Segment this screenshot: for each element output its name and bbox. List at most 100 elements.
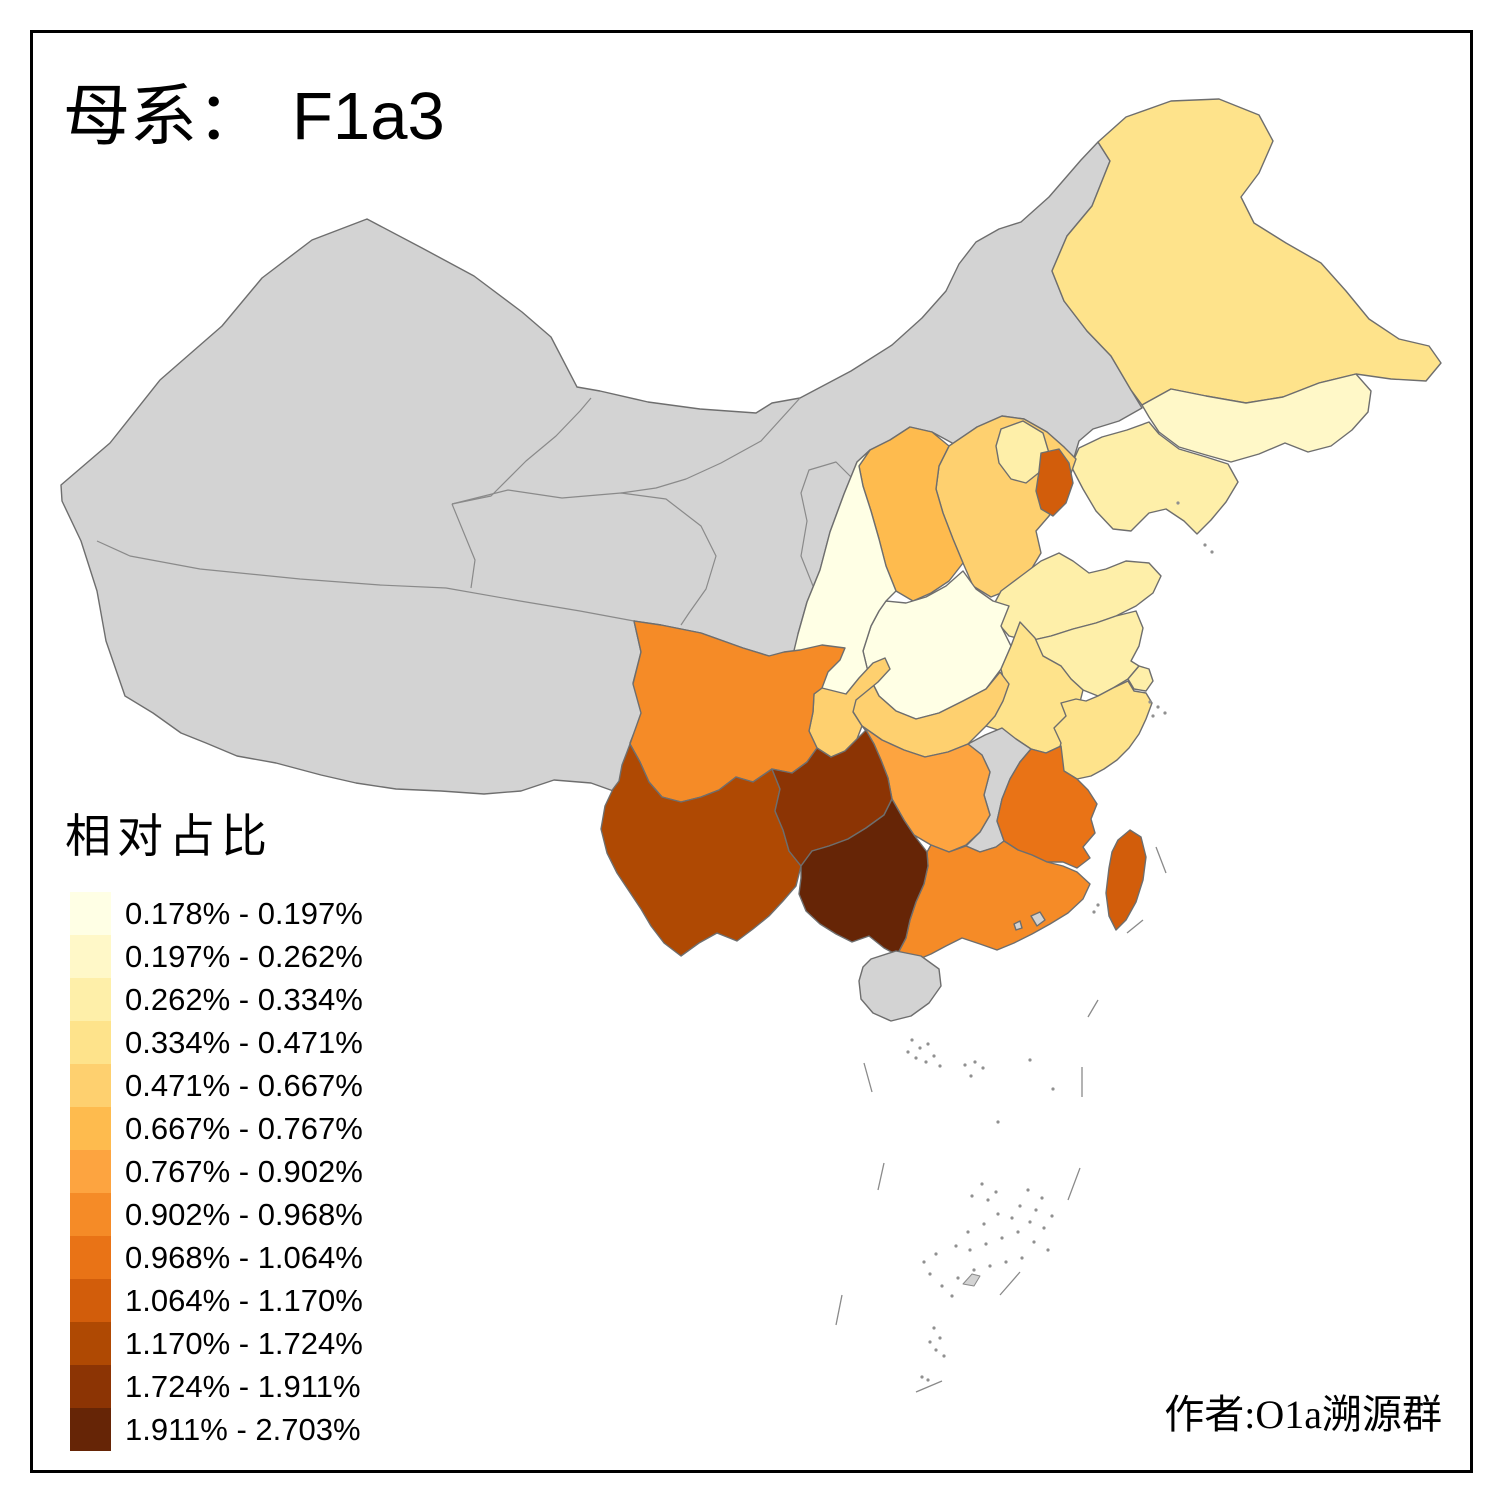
sea-island-dot [1203,543,1207,547]
legend-label: 0.767% - 0.902% [125,1153,363,1189]
sea-island-dot [1151,714,1155,718]
sea-island-dot [984,1242,988,1246]
legend-swatch [70,1322,111,1365]
attribution-text: 作者:O1a溯源群 [1164,1392,1442,1437]
legend-item-3: 0.262% - 0.334% [63,978,363,1021]
sea-island-dot [1000,1236,1004,1240]
sea-island-dot [1210,550,1214,554]
sea-island-dot [981,1066,985,1070]
legend-swatch [70,1064,111,1107]
legend-label: 1.724% - 1.911% [125,1368,361,1404]
sea-island-dot [956,1276,960,1280]
plot-frame-border [30,30,1473,1473]
sea-island-dot [1176,501,1180,505]
title-haplogroup: F1a3 [292,79,445,154]
sea-island-dot [1156,705,1160,709]
legend-item-4: 0.334% - 0.471% [63,1021,363,1064]
sea-line-7 [915,1380,943,1393]
legend-label: 1.064% - 1.170% [125,1282,363,1318]
legend-item-12: 1.724% - 1.911% [63,1365,363,1408]
legend-item-9: 0.968% - 1.064% [63,1236,363,1279]
sea-island-dot [1163,711,1167,715]
province-shanghai [1127,665,1154,692]
title-lineage-label: 母系： [63,80,264,154]
sea-island-dot [1096,903,1100,907]
sea-island-dot [1148,700,1152,704]
sea-island-dot [932,1054,936,1058]
sea-island-dot [973,1060,977,1064]
province-tianjin [1035,448,1074,517]
legend-swatch [70,1021,111,1064]
legend-label: 0.197% - 0.262% [125,938,363,974]
province-zhejiang [1053,680,1153,780]
sea-island-dot [1016,1230,1020,1234]
sea-island-dot [942,1354,946,1358]
province-taiwan [1105,829,1147,931]
sea-island-dot [924,1060,928,1064]
sea-island-dot [968,1248,972,1252]
small-island [962,1273,981,1287]
sea-line-3 [877,1162,885,1191]
page-title: 母系： F1a3 [63,62,445,159]
legend-label: 1.911% - 2.703% [125,1411,361,1447]
sea-island-dot [969,1074,973,1078]
sea-island-dot [928,1272,932,1276]
sea-island-dot [996,1120,1000,1124]
legend-title: 相对占比 [65,811,273,862]
legend-swatch [70,1365,111,1408]
legend-item-11: 1.170% - 1.724% [63,1322,363,1365]
province-shaanxi [790,449,897,697]
province-macau [1013,920,1023,931]
internal-border-3 [451,489,717,626]
legend-item-6: 0.667% - 0.767% [63,1107,363,1150]
sea-line-8 [1155,846,1167,874]
sea-line-9 [1126,919,1144,934]
sea-island-dot [1020,1256,1024,1260]
province-hainan [858,950,942,1022]
sea-island-dot [1004,1260,1008,1264]
sea-island-dot [950,1294,954,1298]
legend-label: 0.968% - 1.064% [125,1239,363,1275]
sea-island-dot [1026,1188,1030,1192]
sea-line-6 [835,1294,843,1326]
sea-island-dot [996,1212,1000,1216]
sea-island-dot [932,1326,936,1330]
legend-item-13: 1.911% - 2.703% [63,1408,363,1451]
legend-item-10: 1.064% - 1.170% [63,1279,363,1322]
sea-island-dot [1050,1214,1054,1218]
sea-island-dot [910,1038,914,1042]
sea-island-dot [982,1222,986,1226]
legend: 相对占比 0.178% - 0.197% 0.197% - 0.262% 0.262… [63,800,363,1451]
legend-swatch [70,892,111,935]
sea-island-dot [1042,1226,1046,1230]
sea-island-dot [1010,1216,1014,1220]
sea-island-dot [938,1336,942,1340]
legend-label: 1.170% - 1.724% [125,1325,363,1361]
legend-swatch [70,1236,111,1279]
sea-island-dot [1046,1248,1050,1252]
province-heilongjiang [1051,98,1442,406]
province-yunnan [600,743,802,957]
legend-rows: 0.178% - 0.197% 0.197% - 0.262% 0.262% - 0… [63,892,363,1451]
sea-line-2 [863,1062,873,1093]
legend-swatch [70,935,111,978]
sea-island-dot [920,1375,924,1379]
legend-swatch [70,1408,111,1451]
sea-island-dot [970,1194,974,1198]
sea-island-dot [934,1348,938,1352]
sea-island-dot [1018,1204,1022,1208]
legend-label: 0.262% - 0.334% [125,981,363,1017]
sea-island-dot [938,1064,942,1068]
sea-line-0 [1087,999,1099,1018]
province-jilin [1141,373,1372,463]
sea-island-dot [914,1056,918,1060]
legend-item-1: 0.178% - 0.197% [63,892,363,935]
legend-swatch [70,1107,111,1150]
internal-border-4 [620,397,801,494]
province-beijing [995,420,1050,484]
sea-island-dot [954,1244,958,1248]
sea-island-dot [1034,1208,1038,1212]
sea-island-dot [922,1260,926,1264]
legend-label: 0.471% - 0.667% [125,1067,363,1103]
